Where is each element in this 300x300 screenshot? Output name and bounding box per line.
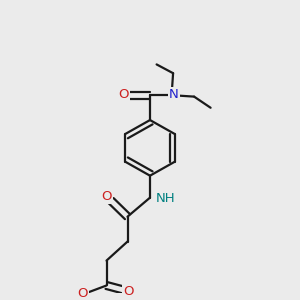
Text: O: O — [77, 287, 88, 300]
Text: O: O — [118, 88, 129, 101]
Text: O: O — [101, 190, 112, 203]
Text: NH: NH — [156, 192, 176, 205]
Text: O: O — [123, 285, 134, 298]
Text: N: N — [169, 88, 179, 101]
